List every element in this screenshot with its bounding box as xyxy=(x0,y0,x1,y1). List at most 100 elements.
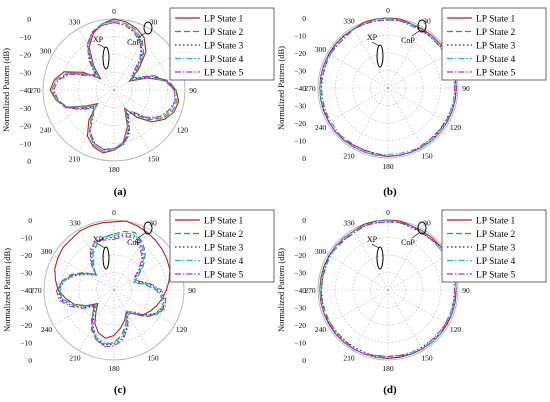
angle-tick-label: 30 xyxy=(150,18,158,27)
r-tick-label: −10 xyxy=(294,339,306,348)
r-tick-label: −10 xyxy=(19,139,31,148)
legend-label-3: LP State 3 xyxy=(204,42,243,52)
grid-spoke xyxy=(327,254,389,291)
angle-tick-label: 0 xyxy=(112,208,116,217)
r-tick-label: −40 xyxy=(20,286,32,295)
r-tick-label: 0 xyxy=(302,216,306,225)
angle-tick-label: 330 xyxy=(343,16,355,25)
legend-label-1: LP State 1 xyxy=(476,217,515,227)
angle-tick-label: 210 xyxy=(343,152,355,161)
angle-tick-label: 150 xyxy=(147,354,159,363)
legend-label-1: LP State 1 xyxy=(476,15,515,25)
grid-spoke xyxy=(78,229,115,291)
cop-arrow xyxy=(137,32,146,39)
grid-spoke xyxy=(327,289,389,326)
series-line-1 xyxy=(54,220,171,339)
cop-arrow xyxy=(137,232,146,239)
angle-tick-label: 300 xyxy=(315,247,327,256)
grid-spoke xyxy=(387,229,424,291)
angle-tick-label: 180 xyxy=(108,165,120,174)
series-line-5 xyxy=(55,236,167,348)
angle-tick-label: 210 xyxy=(69,154,81,163)
legend-label-3: LP State 3 xyxy=(476,244,515,254)
legend: LP State 1 LP State 2 LP State 3 LP State 4… xyxy=(441,7,547,81)
cop-marker-ellipse xyxy=(417,221,427,235)
angle-tick-label: 120 xyxy=(176,325,188,334)
xp-arrow xyxy=(97,243,106,249)
angle-tick-label: 210 xyxy=(69,354,81,363)
series-line-2 xyxy=(319,17,457,157)
angle-tick-label: 30 xyxy=(423,16,431,25)
grid-spoke xyxy=(352,87,389,149)
r-tick-label: −10 xyxy=(294,234,306,243)
r-tick-label: −40 xyxy=(19,86,31,95)
grid-spoke xyxy=(387,87,424,149)
angle-tick-label: 330 xyxy=(69,218,81,227)
grid-spoke xyxy=(387,289,424,351)
xp-marker-ellipse xyxy=(102,46,110,70)
angle-tick-label: 90 xyxy=(188,286,196,295)
legend-label-5: LP State 5 xyxy=(476,69,515,79)
angle-tick-label: 150 xyxy=(421,152,433,161)
y-axis-label: Normalized Pattern (dB) xyxy=(276,248,286,332)
r-tick-label: −10 xyxy=(20,339,32,348)
angle-tick-label: 30 xyxy=(423,218,431,227)
legend-label-3: LP State 3 xyxy=(476,42,515,52)
grid-spoke xyxy=(113,289,150,351)
y-axis-label: Normalized Pattern (dB) xyxy=(276,46,286,130)
legend: LP State 1 LP State 2 LP State 3 LP State 4… xyxy=(169,209,275,283)
series-line-4 xyxy=(59,232,163,344)
xp-annotation: XP xyxy=(367,235,378,244)
r-tick-label: −20 xyxy=(19,51,31,60)
angle-tick-label: 240 xyxy=(315,325,327,334)
grid-spoke xyxy=(113,254,175,291)
grid-spoke xyxy=(327,87,389,124)
r-tick-label: −30 xyxy=(19,68,31,77)
angle-tick-label: 120 xyxy=(450,325,462,334)
legend-label-1: LP State 1 xyxy=(204,217,243,227)
xp-annotation: XP xyxy=(93,235,104,244)
legend: LP State 1 LP State 2 LP State 3 LP State 4… xyxy=(441,209,547,283)
grid-ring xyxy=(43,219,185,361)
cop-annotation: CoP xyxy=(401,36,415,45)
panel-label: (b) xyxy=(383,186,397,198)
panel-label: (a) xyxy=(114,186,127,198)
legend: LP State 1 LP State 2 LP State 3 LP State 4… xyxy=(169,7,275,81)
xp-marker-ellipse xyxy=(376,44,384,68)
series-line-4 xyxy=(51,20,176,152)
angle-tick-label: 300 xyxy=(40,47,52,56)
angle-tick-label: 270 xyxy=(304,84,316,93)
panel-2: 0 30 90 120 150 180 210 240 270 300 330 0 −10 −20 −30 −… xyxy=(2,208,275,396)
grid-spoke xyxy=(113,289,175,326)
series-line-3 xyxy=(57,234,165,346)
angle-tick-label: 0 xyxy=(112,7,116,16)
series-line-1 xyxy=(49,18,180,154)
r-tick-label: −20 xyxy=(294,119,306,128)
xp-arrow xyxy=(371,41,380,47)
r-tick-label: −20 xyxy=(19,122,31,131)
series-line-3 xyxy=(52,21,176,150)
legend-box xyxy=(441,209,547,283)
grid-spoke xyxy=(387,52,449,89)
r-tick-label: 0 xyxy=(27,157,31,166)
panel-label: (d) xyxy=(383,384,397,396)
legend-box xyxy=(441,7,547,81)
legend-label-2: LP State 2 xyxy=(476,28,515,38)
series-line-2 xyxy=(51,20,178,152)
series-line-5 xyxy=(52,21,176,150)
angle-tick-label: 210 xyxy=(343,354,355,363)
angle-tick-label: 270 xyxy=(30,286,42,295)
r-tick-label: 0 xyxy=(302,14,306,23)
r-tick-label: −20 xyxy=(20,251,32,260)
panel-1: 0 30 90 120 150 180 210 240 270 300 330 0 −10 −20 −30 −… xyxy=(276,6,547,198)
r-tick-label: −30 xyxy=(20,269,32,278)
grid-spoke xyxy=(387,289,449,326)
legend-label-2: LP State 2 xyxy=(476,230,515,240)
grid-spoke xyxy=(113,89,150,152)
grid-spoke xyxy=(113,89,176,126)
xp-arrow xyxy=(371,243,380,249)
panel-3: 0 30 90 120 150 180 210 240 270 300 330 0 −10 −20 −30 −… xyxy=(276,208,547,396)
grid-spoke xyxy=(352,27,389,89)
grid-spoke xyxy=(53,254,115,291)
